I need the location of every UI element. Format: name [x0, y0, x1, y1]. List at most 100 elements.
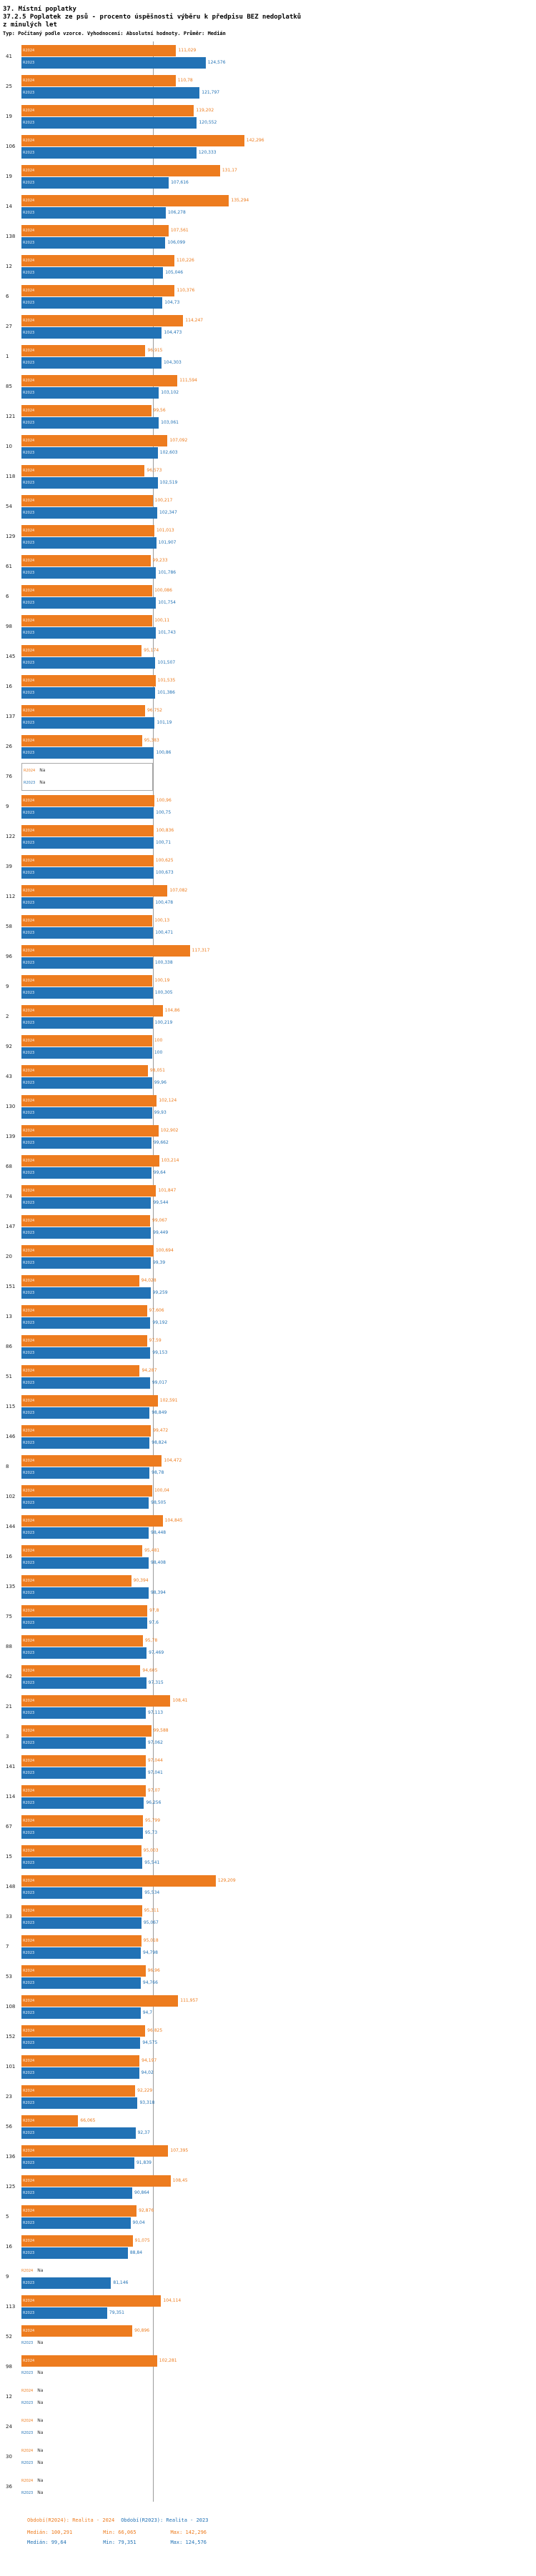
- series-label-r2023: R2023: [23, 360, 35, 365]
- series-label-r2023: R2023: [23, 1080, 35, 1085]
- bar-r2024-na: R2024 Na: [21, 2415, 43, 2427]
- bar-line-r2023: R2023 106,278: [21, 206, 249, 219]
- series-label-r2024: R2024: [23, 1458, 35, 1463]
- bar-group: 13 R2024 97,606 R2023 99,192: [0, 1302, 536, 1332]
- bar-value-label: 95,067: [143, 1920, 159, 1925]
- bar-pair: R2024 95,311 R2023 95,067: [21, 1904, 159, 1929]
- bar-pair: R2024 96,573 R2023 102,519: [21, 464, 177, 489]
- bar-r2024: R2024: [21, 1064, 148, 1077]
- bar-r2024: R2024: [21, 1965, 146, 1977]
- series-label-r2024: R2024: [23, 2358, 35, 2363]
- bar-pair: R2024 100,625 R2023 100,673: [21, 854, 174, 879]
- bar-value-label: 142,296: [246, 138, 264, 143]
- bar-value-label: 102,281: [159, 2358, 177, 2363]
- bar-r2024: R2024: [21, 1544, 143, 1557]
- bar-line-r2023: R2023 106,099: [21, 236, 189, 249]
- bar-r2024: R2024: [21, 344, 146, 356]
- bar-pair: R2024 95,799 R2023 95,73: [21, 1814, 160, 1839]
- bar-value-label: 94,028: [141, 1278, 157, 1283]
- bar-r2023: R2023: [21, 2157, 134, 2169]
- bar-r2023: R2023: [21, 687, 156, 699]
- category-label: 54: [6, 504, 12, 509]
- bar-line-r2024: R2024 100,96: [21, 794, 172, 807]
- category-label: 152: [6, 2034, 16, 2040]
- bar-value-label: 104,86: [164, 1008, 180, 1013]
- bar-line-r2023: R2023 99,017: [21, 1377, 167, 1389]
- bar-pair: R2024 99,588 R2023 97,062: [21, 1724, 169, 1749]
- bar-group: 7 R2024 95,018 R2023 94,798: [0, 1932, 536, 1962]
- series-label-r2023: R2023: [23, 1110, 35, 1115]
- bar-value-label: 100,217: [154, 498, 173, 503]
- bar-r2024: R2024: [21, 884, 168, 897]
- bar-r2024: R2024: [21, 1394, 158, 1407]
- bar-value-label: 88,84: [129, 2250, 143, 2255]
- bar-pair: R2024 110,78 R2023 121,797: [21, 74, 219, 99]
- category-label: 21: [6, 1704, 12, 1709]
- series-label-r2024: R2024: [23, 558, 35, 563]
- bar-line-r2024: R2024 104,845: [21, 1514, 182, 1527]
- bar-group: 16 R2024 101,535 R2023 101,386: [0, 672, 536, 702]
- category-label: 61: [6, 564, 12, 569]
- series-label-r2023: R2023: [23, 1740, 35, 1745]
- bar-value-label: 99,153: [152, 1350, 168, 1355]
- bar-value-label: 104,303: [163, 360, 182, 365]
- bar-group: 15 R2024 95,003 R2023 95,541: [0, 1842, 536, 1872]
- bar-line-r2024: R2024 100,11: [21, 614, 176, 626]
- bar-pair: R2024 110,226 R2023 105,046: [21, 254, 194, 279]
- bar-group: 113 R2024 104,114 R2023 79,351: [0, 2292, 536, 2322]
- report-meta-line: Typ: Počítaný podle vzorce. Vyhodnocení:…: [3, 31, 226, 36]
- bar-r2023: R2023: [21, 1737, 146, 1749]
- bar-r2023: R2023: [21, 837, 154, 849]
- bar-r2023: R2023: [21, 957, 153, 969]
- bar-group: 6 R2024 100,086 R2023 101,754: [0, 581, 536, 611]
- bar-r2024: R2024: [21, 1214, 150, 1227]
- bar-group: 19 R2024 119,202 R2023 120,552: [0, 101, 536, 131]
- bar-value-label: 94,02: [141, 2070, 154, 2075]
- category-label: 75: [6, 1614, 12, 1619]
- bar-line-r2024: R2024 97,044: [21, 1754, 163, 1767]
- bar-value-label: 110,226: [177, 258, 194, 263]
- bar-line-r2024: R2024 94,197: [21, 2055, 157, 2067]
- bar-pair: R2024 Na R2023 Na: [21, 2475, 43, 2500]
- bar-r2023: R2023: [21, 1047, 152, 1059]
- bar-group: 6 R2024 110,376 R2023 104,73: [0, 281, 536, 311]
- bar-group: 75 R2024 97,8 R2023 97,6: [0, 1602, 536, 1632]
- bar-line-r2024: R2024 135,294: [21, 194, 249, 206]
- bar-pair: R2024 104,845 R2023 98,448: [21, 1514, 182, 1539]
- category-label: 10: [6, 444, 12, 449]
- bar-line-r2024: R2024 101,535: [21, 674, 175, 687]
- bar-line-r2023: R2023 102,519: [21, 476, 177, 489]
- bar-group: 101 R2024 94,197 R2023 94,02: [0, 2052, 536, 2082]
- bar-pair: R2024 Na R2023 81,146: [21, 2265, 128, 2290]
- bar-r2024-na: R2024 Na: [21, 2385, 43, 2397]
- category-label: 74: [6, 1194, 12, 1199]
- bar-pair: R2024 90,394 R2023 98,394: [21, 1574, 166, 1599]
- bar-value-label: 94,605: [142, 1668, 158, 1673]
- category-label: 2: [6, 1014, 9, 1019]
- series-label-r2024: R2024: [23, 468, 35, 473]
- bar-value-label: 102,603: [159, 450, 178, 455]
- bar-value-label: 102,124: [159, 1098, 177, 1103]
- bar-line-r2024: R2024 107,561: [21, 224, 189, 236]
- bar-line-r2023: R2023 100: [21, 1047, 162, 1059]
- bar-value-label: 100: [154, 1050, 163, 1055]
- series-label-r2024: R2024: [23, 1248, 35, 1253]
- bar-r2023: R2023: [21, 987, 153, 999]
- bar-value-label: 100,625: [155, 858, 174, 863]
- bar-r2024: R2024: [21, 1784, 146, 1797]
- bar-value-label: 103,061: [161, 420, 179, 425]
- bar-line-r2024: R2024 102,124: [21, 1094, 177, 1107]
- series-label-r2023: R2023: [23, 1140, 35, 1145]
- bar-line-r2024: R2024 97,8: [21, 1604, 159, 1617]
- bar-value-label: 92,876: [139, 2208, 154, 2213]
- bar-r2024-na: R2024 Na: [21, 2475, 43, 2487]
- bar-r2024: R2024: [21, 1634, 143, 1647]
- bar-line-r2024: R2024 91,075: [21, 2235, 150, 2247]
- series-label-r2024: R2024: [24, 768, 36, 773]
- series-label-r2024: R2024: [23, 1878, 35, 1883]
- category-label: 19: [6, 174, 12, 179]
- series-label-r2024: R2024: [23, 2208, 35, 2213]
- bar-value-label: 102,347: [159, 510, 177, 515]
- bar-line-r2023: R2023 95,73: [21, 1827, 160, 1839]
- stat-max-r2023: Max: 124,576: [170, 2540, 207, 2545]
